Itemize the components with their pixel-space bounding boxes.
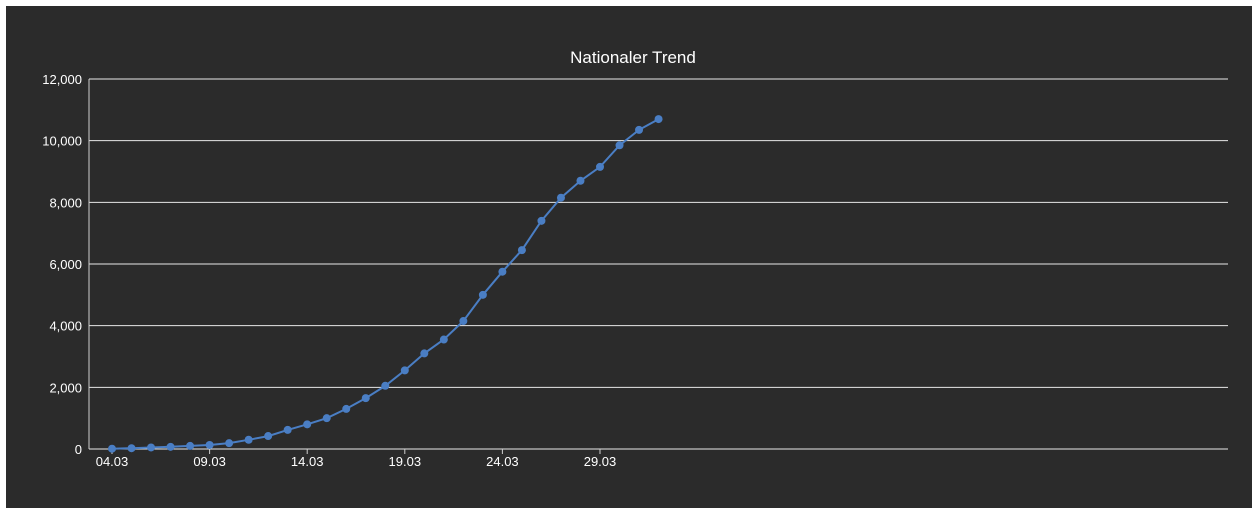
x-tick-label: 04.03 — [96, 454, 129, 469]
data-point[interactable] — [342, 404, 351, 413]
data-point[interactable] — [537, 216, 546, 225]
data-point[interactable] — [596, 162, 604, 171]
data-point[interactable] — [381, 381, 390, 390]
x-tick-label: 14.03 — [291, 454, 324, 469]
y-tick-label: 4,000 — [49, 319, 82, 334]
y-tick-label: 8,000 — [49, 195, 82, 210]
y-tick-label: 6,000 — [49, 257, 82, 272]
x-tick-label: 19.03 — [389, 454, 422, 469]
data-point[interactable] — [283, 425, 292, 434]
data-point[interactable] — [517, 246, 526, 255]
chart-title: Nationaler Trend — [570, 48, 696, 67]
data-point[interactable] — [225, 439, 234, 448]
data-point[interactable] — [576, 176, 585, 185]
data-point[interactable] — [635, 125, 644, 134]
x-tick-label: 09.03 — [193, 454, 226, 469]
data-point[interactable] — [615, 141, 624, 150]
y-axis-ticks: 0 2,000 4,000 6,000 8,000 10,000 12,000 — [42, 72, 82, 457]
data-point[interactable] — [361, 394, 370, 403]
x-tick-label: 29.03 — [584, 454, 617, 469]
data-points — [108, 115, 663, 453]
y-tick-label: 12,000 — [42, 72, 82, 87]
data-point[interactable] — [459, 317, 468, 326]
data-point[interactable] — [108, 444, 116, 453]
data-point[interactable] — [127, 444, 136, 453]
data-point[interactable] — [147, 443, 156, 452]
data-point[interactable] — [478, 290, 487, 299]
data-point[interactable] — [166, 442, 175, 451]
gridlines — [88, 78, 1228, 450]
data-point[interactable] — [498, 267, 507, 276]
x-tick-label: 24.03 — [486, 454, 519, 469]
data-point[interactable] — [205, 440, 214, 449]
data-point[interactable] — [556, 193, 565, 202]
chart-panel: 0 2,000 4,000 6,000 8,000 10,000 12,000 04.03 0… — [6, 6, 1252, 508]
y-tick-label: 10,000 — [42, 134, 82, 149]
data-point[interactable] — [322, 414, 331, 423]
data-point[interactable] — [420, 349, 429, 358]
y-tick-label: 0 — [75, 442, 82, 457]
data-point[interactable] — [186, 441, 195, 450]
data-point[interactable] — [303, 420, 312, 429]
data-point[interactable] — [244, 435, 253, 444]
data-point[interactable] — [654, 115, 663, 124]
data-point[interactable] — [400, 366, 409, 375]
data-point[interactable] — [264, 432, 273, 441]
series-line — [111, 118, 660, 450]
data-point[interactable] — [439, 335, 448, 344]
x-axis-ticks: 04.03 09.03 14.03 19.03 24.03 29.03 — [96, 449, 617, 469]
y-tick-label: 2,000 — [49, 380, 82, 395]
